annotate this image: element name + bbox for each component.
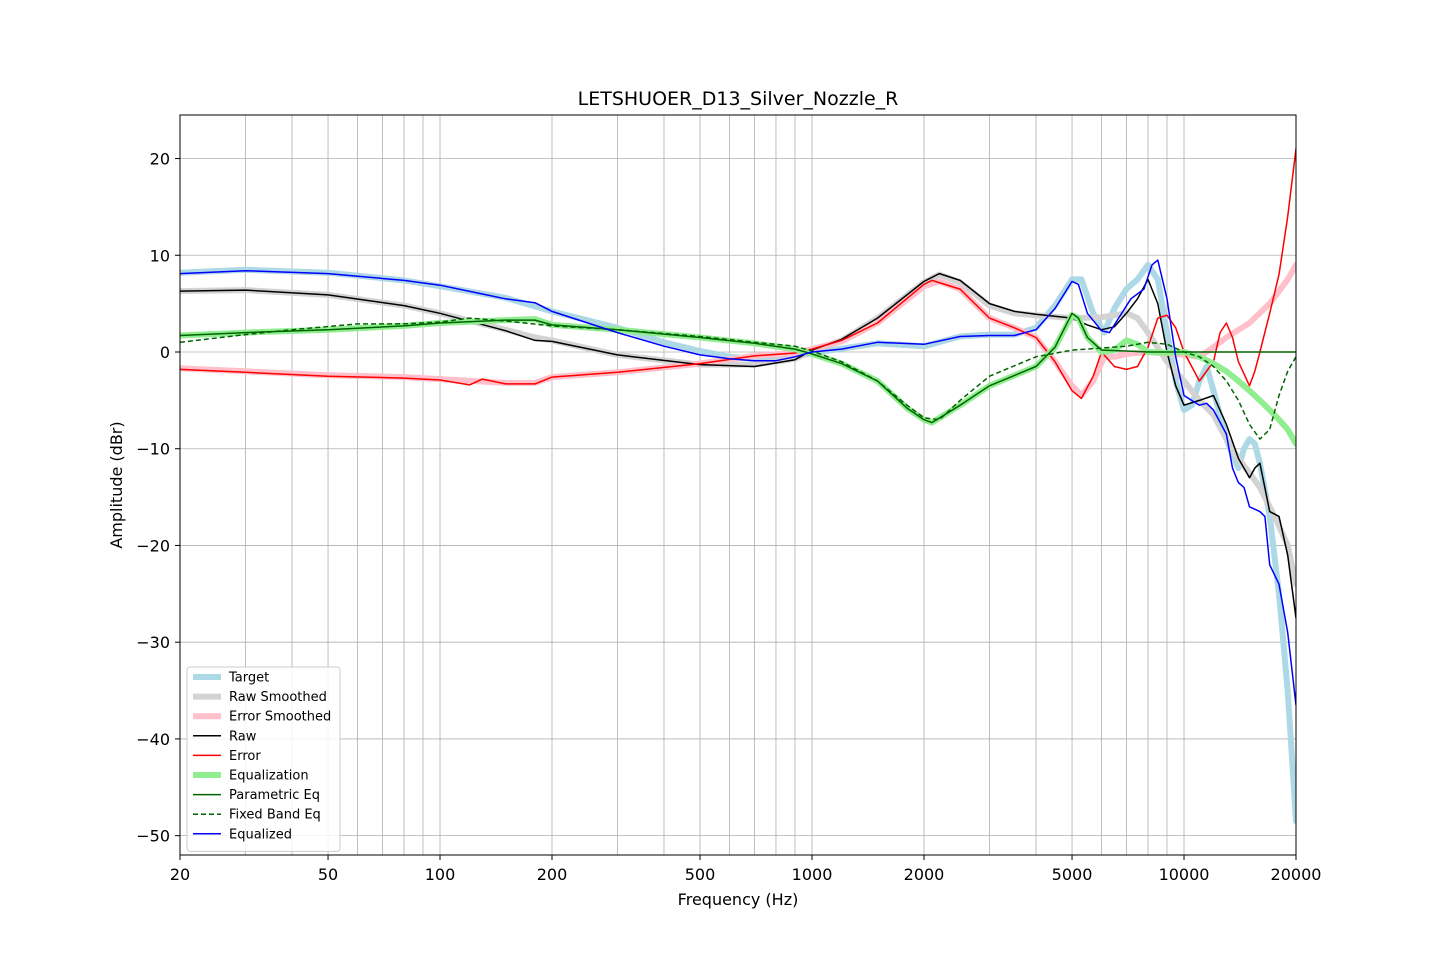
legend-label-raw-smoothed: Raw Smoothed xyxy=(229,690,327,705)
series-line-target xyxy=(180,261,1296,825)
series-line-error xyxy=(180,148,1296,400)
x-tick-label: 5000 xyxy=(1052,865,1093,884)
series-line-equalization xyxy=(180,312,1296,447)
x-axis-ticks: 20 50 100 200 500 1000 2000 5000 10000 20000 xyxy=(170,855,1322,884)
x-tick-label: 200 xyxy=(537,865,568,884)
x-tick-label: 500 xyxy=(685,865,716,884)
x-tick-label: 2000 xyxy=(904,865,945,884)
legend-label-equalized: Equalized xyxy=(229,827,292,842)
x-tick-label: 50 xyxy=(318,865,338,884)
legend-label-raw: Raw xyxy=(229,729,257,744)
y-tick-label: −20 xyxy=(136,536,170,555)
y-tick-label: 0 xyxy=(160,343,170,362)
series-line-raw-smoothed xyxy=(180,271,1296,588)
legend-label-fixed-band-eq: Fixed Band Eq xyxy=(229,808,321,823)
series-line-parametric-eq xyxy=(180,312,1296,424)
x-tick-label: 100 xyxy=(425,865,456,884)
grid xyxy=(179,115,1297,855)
plot-series xyxy=(180,148,1296,825)
y-tick-label: −40 xyxy=(136,730,170,749)
x-tick-label: 10000 xyxy=(1159,865,1210,884)
y-tick-label: −10 xyxy=(136,440,170,459)
legend-label-target: Target xyxy=(228,671,269,686)
x-tick-label: 20000 xyxy=(1271,865,1322,884)
plot-frame xyxy=(179,114,1297,856)
y-tick-label: 20 xyxy=(150,150,170,169)
series-line-equalized xyxy=(180,259,1296,706)
y-axis-title: Amplitude (dBr) xyxy=(107,421,126,548)
y-axis-ticks: 20 10 0 −10 −20 −30 −40 −50 xyxy=(136,150,180,846)
x-axis-title: Frequency (Hz) xyxy=(678,890,799,909)
y-tick-label: 10 xyxy=(150,246,170,265)
series-line-fixed-band-eq xyxy=(180,317,1296,440)
chart-title: LETSHUOER_D13_Silver_Nozzle_R xyxy=(578,88,899,110)
x-tick-label: 20 xyxy=(170,865,190,884)
y-tick-label: −30 xyxy=(136,633,170,652)
legend-box xyxy=(186,666,341,852)
legend-label-parametric-eq: Parametric Eq xyxy=(229,788,320,803)
y-tick-label: −50 xyxy=(136,827,170,846)
legend: Target Raw Smoothed Error Smoothed Raw Error… xyxy=(186,666,341,852)
legend-label-error: Error xyxy=(229,749,261,764)
x-tick-label: 1000 xyxy=(792,865,833,884)
legend-label-error-smoothed: Error Smoothed xyxy=(229,710,331,725)
legend-label-equalization: Equalization xyxy=(229,769,309,784)
